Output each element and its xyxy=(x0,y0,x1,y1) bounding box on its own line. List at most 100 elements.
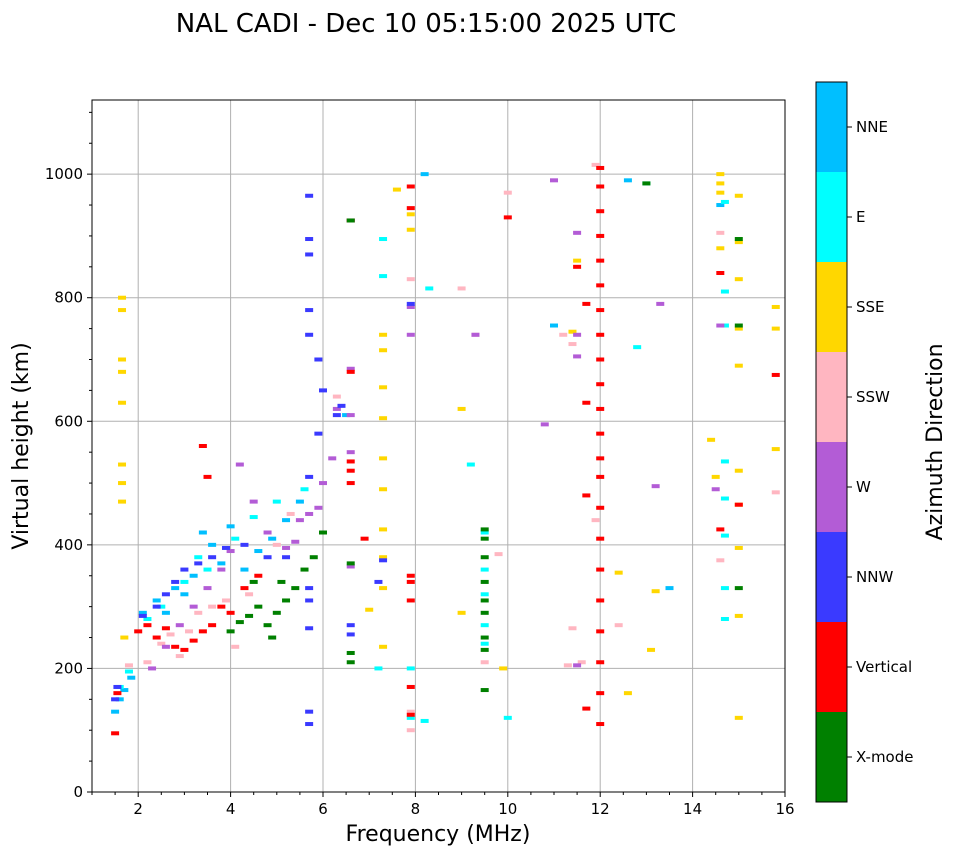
echo-point xyxy=(346,481,355,486)
echo-point xyxy=(379,416,388,421)
echo-point xyxy=(305,511,314,516)
echo-point xyxy=(337,403,346,408)
echo-point xyxy=(596,629,605,634)
echo-point xyxy=(332,413,341,418)
echo-point xyxy=(346,632,355,637)
echo-point xyxy=(540,422,549,427)
echo-point xyxy=(406,709,415,714)
echo-point xyxy=(194,610,203,615)
echo-point xyxy=(171,644,180,649)
echo-point xyxy=(480,610,489,615)
echo-point xyxy=(379,555,388,560)
echo-point xyxy=(771,447,780,452)
echo-point xyxy=(305,722,314,727)
colorbar-tick-label: X-mode xyxy=(856,748,913,766)
echo-point xyxy=(596,660,605,665)
echo-point xyxy=(582,400,591,405)
echo-point xyxy=(124,663,133,668)
echo-point xyxy=(734,326,743,331)
x-tick-label: 10 xyxy=(498,800,517,818)
echo-point xyxy=(596,233,605,238)
echo-point xyxy=(596,474,605,479)
echo-point xyxy=(226,629,235,634)
echo-point xyxy=(480,579,489,584)
echo-point xyxy=(291,539,300,544)
echo-point xyxy=(309,555,318,560)
colorbar-segment xyxy=(816,442,847,532)
echo-point xyxy=(198,530,207,535)
echo-point xyxy=(596,567,605,572)
echo-point xyxy=(263,623,272,628)
echo-point xyxy=(118,308,127,313)
echo-point xyxy=(185,629,194,634)
colorbar-tick-label: W xyxy=(856,478,871,496)
echo-point xyxy=(771,304,780,309)
echo-point xyxy=(305,626,314,631)
echo-point xyxy=(457,406,466,411)
echo-point xyxy=(734,193,743,198)
echo-point xyxy=(591,518,600,523)
echo-point xyxy=(272,542,281,547)
echo-point xyxy=(734,363,743,368)
echo-point xyxy=(118,400,127,405)
echo-point xyxy=(127,675,136,680)
echo-point xyxy=(651,589,660,594)
echo-point xyxy=(208,604,217,609)
echo-point xyxy=(305,332,314,337)
x-tick-label: 8 xyxy=(411,800,421,818)
y-axis: 0 200 400 600 800 1000 xyxy=(45,111,92,801)
echo-point xyxy=(425,286,434,291)
echo-point xyxy=(596,258,605,263)
echo-point xyxy=(268,536,277,541)
echo-point xyxy=(319,481,327,486)
y-tick-label: 800 xyxy=(54,289,83,307)
x-tick-label: 6 xyxy=(318,800,328,818)
echo-point xyxy=(379,348,388,353)
echo-point xyxy=(379,644,388,649)
echo-point xyxy=(113,684,122,689)
echo-point xyxy=(711,487,720,492)
echo-point xyxy=(406,728,415,733)
echo-point xyxy=(716,230,725,235)
echo-point xyxy=(171,586,180,591)
echo-point xyxy=(406,715,415,720)
echo-point xyxy=(138,613,147,618)
echo-point xyxy=(734,240,743,245)
colorbar-tick-label: SSW xyxy=(856,388,890,406)
colorbar-segment xyxy=(816,712,847,802)
echo-point xyxy=(596,691,605,696)
echo-point xyxy=(305,709,314,714)
echo-point xyxy=(332,406,341,411)
echo-point xyxy=(656,301,665,306)
echo-point xyxy=(208,542,217,547)
colorbar-segment xyxy=(816,352,847,442)
echo-point xyxy=(568,342,577,347)
echo-point xyxy=(406,332,415,337)
echo-point xyxy=(707,437,716,442)
echo-point xyxy=(263,555,272,560)
echo-point xyxy=(734,545,743,550)
echo-point xyxy=(573,230,582,235)
echo-point xyxy=(118,462,127,467)
echo-point xyxy=(623,178,632,183)
echo-point xyxy=(734,502,743,507)
echo-point xyxy=(254,549,263,554)
echo-point xyxy=(314,505,323,510)
y-tick-label: 200 xyxy=(54,659,83,677)
x-tick-label: 4 xyxy=(226,800,236,818)
echo-point xyxy=(596,332,605,337)
echo-point xyxy=(568,626,577,631)
echo-point xyxy=(503,715,512,720)
echo-point xyxy=(406,301,415,306)
echo-point xyxy=(282,545,291,550)
echo-point xyxy=(282,598,291,603)
echo-point xyxy=(118,369,127,374)
echo-point xyxy=(346,450,355,455)
echo-point xyxy=(720,459,729,464)
echo-point xyxy=(596,536,605,541)
x-tick-label: 14 xyxy=(683,800,702,818)
echo-point xyxy=(591,162,600,167)
data-points xyxy=(111,162,780,736)
echo-point xyxy=(573,663,582,668)
echo-point xyxy=(406,206,415,211)
